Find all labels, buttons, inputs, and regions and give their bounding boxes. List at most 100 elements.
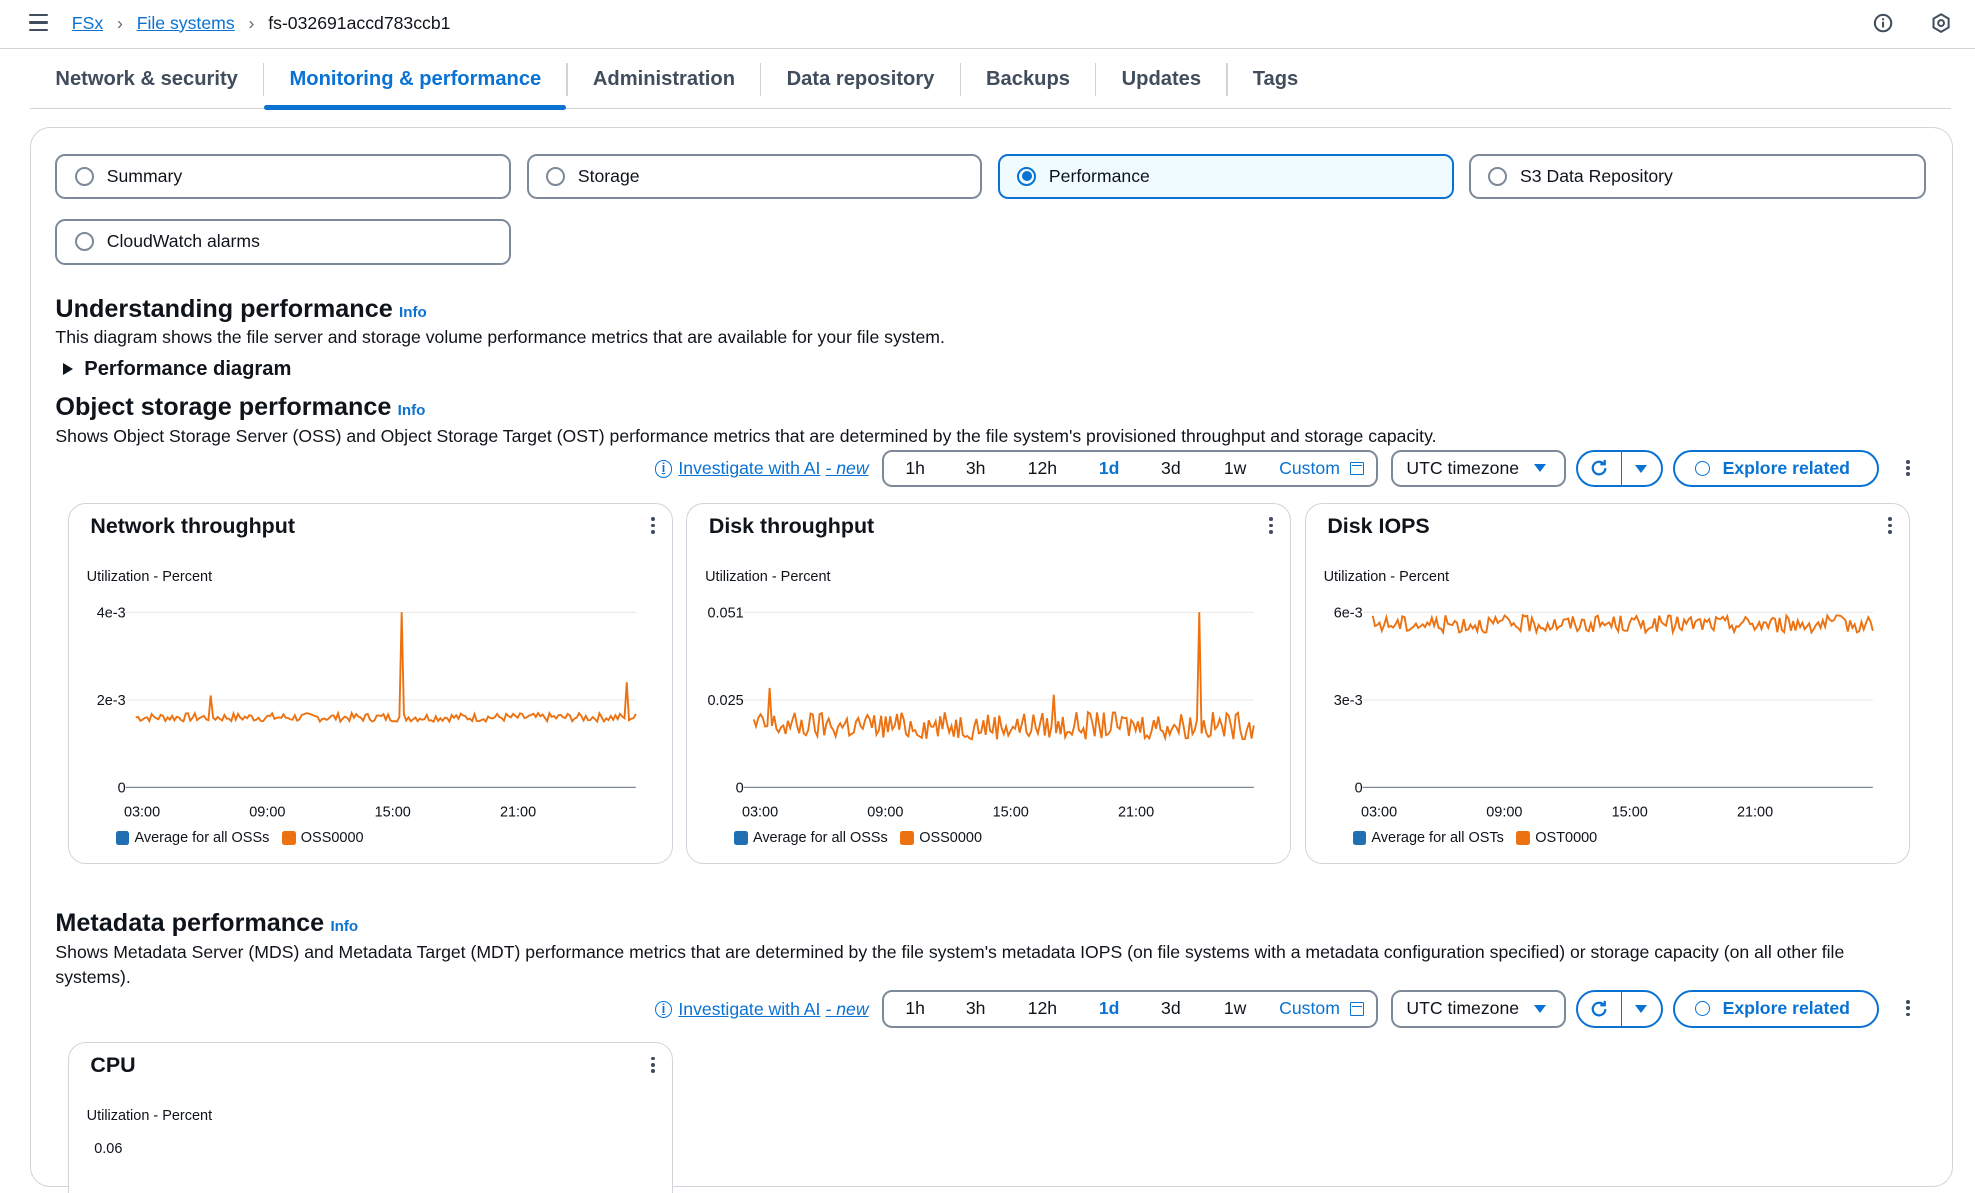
more-actions-icon[interactable] bbox=[1905, 459, 1911, 477]
range-3d[interactable]: 3d bbox=[1161, 998, 1181, 1019]
tab-administration[interactable]: Administration bbox=[592, 67, 735, 90]
page-root: FSx › File systems › fs-032691accd783ccb… bbox=[0, 12, 1975, 1193]
legend-label: Average for all OSTs bbox=[1371, 829, 1504, 846]
legend-item-node[interactable]: OSS0000 bbox=[900, 830, 982, 846]
range-3h[interactable]: 3h bbox=[965, 458, 986, 479]
metadata-toolbar: i Investigate with AI - new 1h 3h 12h 1d … bbox=[654, 990, 1927, 1030]
y-tick-label: 3e-3 bbox=[1334, 692, 1363, 708]
x-tick-label: 09:00 bbox=[1486, 804, 1522, 820]
y-tick-label: 0 bbox=[736, 780, 744, 796]
view-s3-radio[interactable]: S3 Data Repository bbox=[1468, 153, 1926, 199]
caret-right-icon bbox=[62, 363, 73, 376]
more-actions-icon[interactable] bbox=[1887, 517, 1893, 534]
refresh-options-dropdown[interactable] bbox=[1622, 452, 1661, 486]
tab-monitoring-performance[interactable]: Monitoring & performance bbox=[264, 50, 567, 110]
info-icon[interactable] bbox=[1873, 13, 1893, 33]
time-range-selector: 1h 3h 12h 1d 3d 1w Custom bbox=[881, 990, 1378, 1028]
range-12h[interactable]: 12h bbox=[1027, 458, 1058, 479]
info-link[interactable]: Info bbox=[399, 303, 427, 321]
disk-iops-chart: 6e-3 3e-3 0 03:00 09:00 15:00 21:00 bbox=[1334, 605, 1874, 820]
range-custom[interactable]: Custom bbox=[1279, 458, 1364, 479]
menu-icon[interactable] bbox=[28, 13, 48, 32]
view-summary-radio[interactable]: Summary bbox=[55, 153, 512, 199]
investigate-ai-link[interactable]: i Investigate with AI - new bbox=[654, 458, 869, 479]
range-1h[interactable]: 1h bbox=[905, 998, 925, 1019]
tab-divider bbox=[959, 62, 961, 96]
legend-swatch bbox=[281, 830, 296, 845]
breadcrumb-fsx[interactable]: FSx bbox=[71, 12, 104, 33]
more-actions-icon[interactable] bbox=[650, 1056, 656, 1073]
legend-item-average[interactable]: Average for all OSSs bbox=[734, 830, 888, 846]
chart-title: CPU bbox=[90, 1052, 136, 1077]
tab-network-security[interactable]: Network & security bbox=[55, 67, 238, 90]
series-line-oss0000[interactable] bbox=[135, 611, 637, 724]
y-tick-label: 2e-3 bbox=[97, 692, 126, 708]
x-tick-label: 15:00 bbox=[993, 804, 1029, 820]
chart-legend: Average for all OSSs OSS0000 bbox=[115, 829, 377, 846]
series-line-oss0000[interactable] bbox=[753, 611, 1256, 742]
range-custom[interactable]: Custom bbox=[1279, 998, 1364, 1019]
refresh-button[interactable] bbox=[1578, 992, 1622, 1026]
view-performance-radio[interactable]: Performance bbox=[997, 153, 1454, 199]
radio-circle-selected bbox=[1017, 166, 1037, 186]
refresh-button[interactable] bbox=[1578, 451, 1622, 486]
timezone-select[interactable]: UTC timezone bbox=[1390, 449, 1566, 488]
section-title: Object storage performance bbox=[55, 392, 392, 421]
x-tick-label: 03:00 bbox=[124, 804, 160, 820]
breadcrumb-current: fs-032691accd783ccb1 bbox=[268, 12, 451, 33]
info-link[interactable]: Info bbox=[330, 918, 359, 936]
custom-label: Custom bbox=[1279, 998, 1340, 1019]
x-tick-label: 21:00 bbox=[1118, 804, 1154, 820]
range-12h[interactable]: 12h bbox=[1027, 998, 1058, 1019]
chart-card-cpu: CPU Utilization - Percent 0.06 bbox=[68, 1041, 673, 1193]
timezone-select[interactable]: UTC timezone bbox=[1390, 990, 1566, 1028]
tab-tags[interactable]: Tags bbox=[1252, 67, 1299, 90]
performance-diagram-expander[interactable]: Performance diagram bbox=[62, 358, 291, 381]
calendar-icon bbox=[1349, 461, 1364, 476]
radio-label: Storage bbox=[577, 165, 640, 186]
x-tick-label: 21:00 bbox=[1737, 804, 1773, 820]
understanding-desc: This diagram shows the file server and s… bbox=[55, 326, 945, 347]
breadcrumb-file-systems[interactable]: File systems bbox=[136, 12, 235, 33]
range-1d[interactable]: 1d bbox=[1098, 998, 1120, 1019]
range-1w[interactable]: 1w bbox=[1223, 998, 1247, 1019]
range-3d[interactable]: 3d bbox=[1161, 458, 1181, 479]
legend-item-average[interactable]: Average for all OSSs bbox=[115, 829, 270, 846]
more-actions-icon[interactable] bbox=[1905, 1000, 1911, 1017]
legend-swatch bbox=[1516, 830, 1531, 845]
chart-legend: Average for all OSSs OSS0000 bbox=[734, 830, 995, 846]
legend-item-node[interactable]: OSS0000 bbox=[281, 830, 364, 846]
legend-item-node[interactable]: OST0000 bbox=[1516, 830, 1597, 846]
tab-data-repository[interactable]: Data repository bbox=[786, 67, 935, 90]
series-line-ost0000[interactable] bbox=[1371, 612, 1874, 636]
view-alarms-radio[interactable]: CloudWatch alarms bbox=[55, 219, 512, 265]
range-1w[interactable]: 1w bbox=[1223, 458, 1247, 479]
explore-related-button[interactable]: Explore related bbox=[1672, 449, 1880, 488]
view-storage-radio[interactable]: Storage bbox=[526, 153, 983, 199]
x-tick-label: 09:00 bbox=[868, 804, 904, 820]
more-actions-icon[interactable] bbox=[1269, 517, 1274, 534]
caret-down-icon bbox=[1534, 1004, 1547, 1014]
explore-related-button[interactable]: Explore related bbox=[1672, 990, 1880, 1028]
explore-label: Explore related bbox=[1722, 998, 1850, 1019]
disk-throughput-chart: 0.051 0.025 0 03:00 09:00 15:00 21:00 bbox=[708, 605, 1256, 820]
more-actions-icon[interactable] bbox=[650, 517, 656, 534]
caret-down-icon bbox=[1534, 464, 1547, 473]
info-link[interactable]: Info bbox=[397, 401, 426, 419]
settings-icon[interactable] bbox=[1931, 12, 1951, 33]
caret-down-icon bbox=[1635, 1004, 1648, 1014]
compass-icon bbox=[1694, 461, 1710, 477]
tab-backups[interactable]: Backups bbox=[986, 67, 1070, 90]
legend-label: Average for all OSSs bbox=[134, 829, 270, 846]
legend-item-average[interactable]: Average for all OSTs bbox=[1352, 829, 1504, 846]
range-3h[interactable]: 3h bbox=[965, 998, 986, 1019]
legend-swatch bbox=[734, 830, 748, 845]
x-tick-label: 15:00 bbox=[1612, 804, 1648, 820]
tab-divider bbox=[760, 62, 762, 96]
radio-label: CloudWatch alarms bbox=[106, 231, 260, 252]
investigate-ai-link[interactable]: i Investigate with AI - new bbox=[654, 999, 869, 1020]
tab-updates[interactable]: Updates bbox=[1121, 67, 1202, 90]
refresh-options-dropdown[interactable] bbox=[1622, 992, 1661, 1026]
range-1h[interactable]: 1h bbox=[905, 458, 925, 479]
range-1d[interactable]: 1d bbox=[1098, 458, 1120, 479]
